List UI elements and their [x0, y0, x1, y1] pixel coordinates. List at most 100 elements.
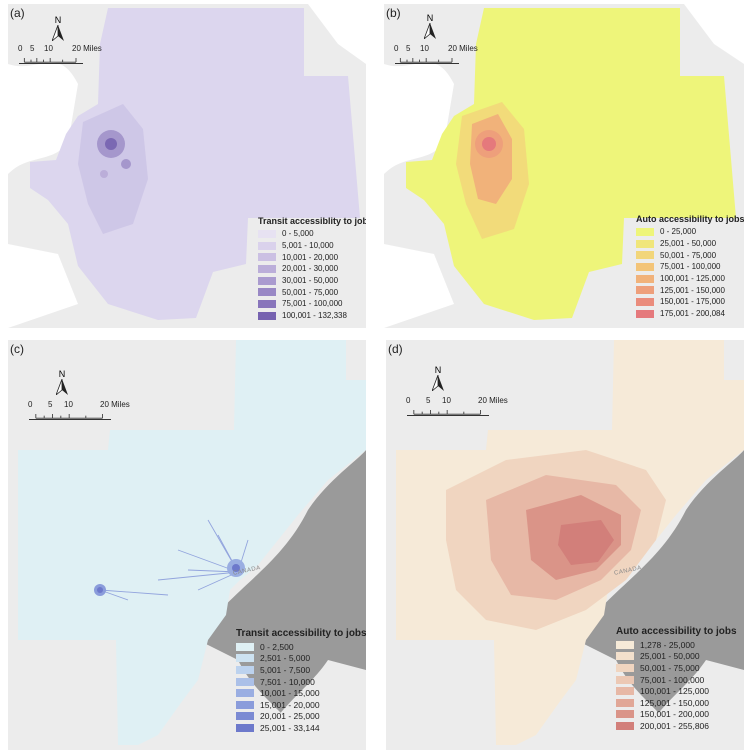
panel-label-b: (b): [386, 6, 401, 20]
legend-item: 50,001 - 75,000: [616, 662, 737, 674]
legend-label: 25,001 - 33,144: [260, 722, 320, 733]
basemap-b: [384, 4, 744, 328]
legend-swatch: [236, 712, 254, 721]
legend-label: 50,001 - 75,000: [660, 250, 717, 260]
legend-item: 75,001 - 100,000: [616, 674, 737, 686]
legend-label: 7,501 - 10,000: [260, 676, 315, 687]
legend-swatch: [236, 700, 254, 709]
legend-swatch: [616, 687, 634, 696]
legend-b: Auto accessibility to jobs 0 - 25,000 25,…: [636, 214, 744, 320]
scale-tick: 5: [48, 400, 53, 409]
legend-title: Transit accessibility to jobs: [236, 628, 366, 639]
map-panel-b: (b) N 0 5 10 20 Miles Auto accessibility…: [384, 4, 744, 328]
north-arrow-icon: [431, 374, 444, 393]
scale-tick: 0: [406, 396, 411, 405]
legend-item: 25,001 - 50,000: [616, 651, 737, 663]
panel-label-a: (a): [10, 6, 25, 20]
north-arrow-c: N: [52, 370, 72, 397]
legend-swatch: [236, 677, 254, 686]
legend-swatch: [616, 721, 634, 730]
legend-item: 75,001 - 100,000: [636, 261, 744, 273]
north-arrow-a: N: [48, 16, 68, 43]
north-label: N: [434, 365, 442, 375]
legend-label: 75,001 - 100,000: [660, 262, 721, 272]
north-arrow-icon: [51, 24, 64, 43]
legend-a: Transit accessiblity to jobs 0 - 5,000 5,…: [258, 216, 366, 322]
basemap-c: [8, 340, 366, 750]
legend-item: 5,001 - 10,000: [258, 240, 366, 252]
legend-label: 100,001 - 125,000: [640, 686, 710, 697]
legend-title: Auto accessibility to jobs: [636, 214, 744, 224]
legend-label: 5,001 - 7,500: [260, 664, 311, 675]
legend-swatch: [636, 274, 654, 283]
legend-label: 20,001 - 30,000: [282, 264, 339, 274]
legend-swatch: [258, 241, 276, 250]
legend-swatch: [236, 654, 254, 663]
legend-item: 0 - 25,000: [636, 226, 744, 238]
legend-label: 50,001 - 75,000: [282, 287, 339, 297]
legend-swatch: [616, 710, 634, 719]
legend-swatch: [636, 286, 654, 295]
scale-tick: 0: [28, 400, 33, 409]
scale-tick: 20 Miles: [100, 400, 130, 409]
legend-swatch: [616, 675, 634, 684]
scale-tick: 10: [442, 396, 451, 405]
legend-item: 25,001 - 50,000: [636, 238, 744, 250]
scale-bar-d: 0 5 10 20 Miles: [404, 396, 544, 416]
scale-bar-a: 0 5 10 20 Miles: [18, 44, 128, 64]
legend-item: 15,001 - 20,000: [236, 699, 366, 711]
scale-tick: 5: [426, 396, 431, 405]
legend-rows: 0 - 2,500 2,501 - 5,000 5,001 - 7,500 7,501…: [236, 641, 366, 734]
basemap-a: [8, 4, 366, 328]
map-panel-c: (c) N 0 5 10 20 Miles CANADA Transit acc…: [8, 340, 366, 750]
study-area-b: [406, 8, 736, 320]
legend-label: 0 - 5,000: [282, 229, 314, 239]
legend-c: Transit accessibility to jobs 0 - 2,500 2…: [236, 628, 366, 734]
legend-label: 15,001 - 20,000: [260, 699, 320, 710]
legend-item: 10,001 - 20,000: [258, 251, 366, 263]
legend-title: Transit accessiblity to jobs: [258, 216, 366, 226]
north-label: N: [54, 15, 62, 25]
legend-swatch: [236, 723, 254, 732]
legend-swatch: [236, 665, 254, 674]
legend-rows: 0 - 25,000 25,001 - 50,000 50,001 - 75,000…: [636, 226, 744, 320]
legend-swatch: [636, 251, 654, 260]
scale-bar-b: 0 5 10 20 Miles: [394, 44, 504, 64]
legend-item: 150,001 - 200,000: [616, 709, 737, 721]
legend-label: 200,001 - 255,806: [640, 720, 710, 731]
scale-bar-c: 0 5 10 20 Miles: [26, 400, 166, 420]
legend-label: 75,001 - 100,000: [282, 299, 343, 309]
legend-item: 10,001 - 15,000: [236, 687, 366, 699]
legend-swatch: [636, 262, 654, 271]
study-area-a: [30, 8, 360, 320]
scale-tick: 10: [420, 44, 429, 53]
legend-swatch: [258, 253, 276, 262]
scale-tick: 5: [406, 44, 411, 53]
legend-item: 2,501 - 5,000: [236, 653, 366, 665]
legend-item: 5,001 - 7,500: [236, 664, 366, 676]
legend-label: 150,001 - 175,000: [660, 297, 725, 307]
legend-swatch: [616, 652, 634, 661]
north-arrow-icon: [55, 378, 68, 397]
map-panel-a: (a) N 0 5 10 20 Miles Transit accessibli…: [8, 4, 366, 328]
legend-label: 150,001 - 200,000: [640, 709, 710, 720]
legend-item: 25,001 - 33,144: [236, 722, 366, 734]
legend-label: 2,501 - 5,000: [260, 653, 311, 664]
legend-label: 0 - 2,500: [260, 641, 294, 652]
legend-label: 1,278 - 25,000: [640, 639, 695, 650]
legend-rows: 1,278 - 25,000 25,001 - 50,000 50,001 - 75…: [616, 639, 737, 732]
legend-item: 150,001 - 175,000: [636, 296, 744, 308]
map-panel-d: (d) N 0 5 10 20 Miles CANADA Auto access…: [386, 340, 744, 750]
legend-swatch: [236, 642, 254, 651]
legend-item: 100,001 - 125,000: [636, 273, 744, 285]
legend-label: 10,001 - 20,000: [282, 252, 339, 262]
legend-item: 1,278 - 25,000: [616, 639, 737, 651]
north-arrow-icon: [423, 22, 436, 41]
legend-label: 175,001 - 200,084: [660, 309, 725, 319]
legend-label: 25,001 - 50,000: [660, 239, 717, 249]
legend-d: Auto accessibility to jobs 1,278 - 25,00…: [616, 626, 737, 732]
legend-item: 50,001 - 75,000: [258, 286, 366, 298]
legend-item: 30,001 - 50,000: [258, 275, 366, 287]
legend-item: 175,001 - 200,084: [636, 308, 744, 320]
legend-label: 125,001 - 150,000: [640, 697, 710, 708]
